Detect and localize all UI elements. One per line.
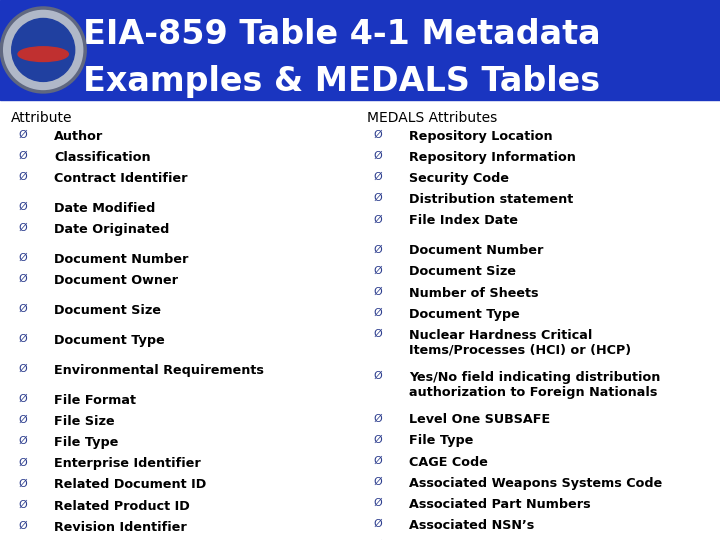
Text: Ø: Ø <box>373 477 382 487</box>
Text: Document Owner: Document Owner <box>54 274 178 287</box>
Text: Related Document ID: Related Document ID <box>54 478 206 491</box>
Text: Ø: Ø <box>18 223 27 233</box>
Text: Ø: Ø <box>373 498 382 508</box>
Text: Ø: Ø <box>18 253 27 263</box>
Text: Document Number: Document Number <box>54 253 189 266</box>
Text: Ø: Ø <box>18 151 27 161</box>
Text: Ø: Ø <box>18 478 27 489</box>
Text: Ø: Ø <box>373 151 382 161</box>
Text: Date Modified: Date Modified <box>54 202 156 215</box>
Text: Attribute: Attribute <box>11 111 72 125</box>
Text: Ø: Ø <box>18 415 27 425</box>
Text: File Type: File Type <box>54 436 118 449</box>
Text: File Size: File Size <box>54 415 114 428</box>
Text: Examples & MEDALS Tables: Examples & MEDALS Tables <box>83 65 600 98</box>
Ellipse shape <box>12 18 75 82</box>
Text: Document Type: Document Type <box>54 334 165 347</box>
Text: Ø: Ø <box>373 172 382 182</box>
Text: Ø: Ø <box>373 456 382 465</box>
Text: Environmental Requirements: Environmental Requirements <box>54 364 264 377</box>
Text: Ø: Ø <box>18 521 27 531</box>
Text: Document Number: Document Number <box>409 244 544 258</box>
Text: Ø: Ø <box>18 364 27 374</box>
Text: Ø: Ø <box>373 308 382 318</box>
Text: Ø: Ø <box>18 130 27 140</box>
Text: Date Originated: Date Originated <box>54 223 169 236</box>
Text: Ø: Ø <box>373 329 382 339</box>
Text: Document Size: Document Size <box>409 266 516 279</box>
Text: Ø: Ø <box>373 413 382 423</box>
Text: File Type: File Type <box>409 435 473 448</box>
Text: Ø: Ø <box>373 287 382 296</box>
Text: Number of Sheets: Number of Sheets <box>409 287 539 300</box>
Text: Enterprise Identifier: Enterprise Identifier <box>54 457 201 470</box>
Text: Ø: Ø <box>373 435 382 444</box>
Text: Classification: Classification <box>54 151 150 164</box>
Text: CAGE Code: CAGE Code <box>409 456 488 469</box>
Text: File Format: File Format <box>54 394 136 407</box>
Text: Ø: Ø <box>18 274 27 284</box>
Text: Associated NSN’s: Associated NSN’s <box>409 519 534 532</box>
Text: Ø: Ø <box>373 519 382 529</box>
Text: Ø: Ø <box>373 193 382 203</box>
Text: Repository Location: Repository Location <box>409 130 552 143</box>
Text: Ø: Ø <box>18 394 27 404</box>
Text: Level One SUBSAFE: Level One SUBSAFE <box>409 413 550 427</box>
Text: Related Product ID: Related Product ID <box>54 500 190 512</box>
Ellipse shape <box>1 8 85 92</box>
Text: Author: Author <box>54 130 103 143</box>
Text: EIA-859 Table 4-1 Metadata: EIA-859 Table 4-1 Metadata <box>83 18 600 51</box>
Text: Ø: Ø <box>18 304 27 314</box>
Text: Associated Weapons Systems Code: Associated Weapons Systems Code <box>409 477 662 490</box>
Text: Repository Information: Repository Information <box>409 151 576 164</box>
Text: Ø: Ø <box>373 266 382 275</box>
Text: Ø: Ø <box>373 371 382 381</box>
Text: Nuclear Hardness Critical
Items/Processes (HCI) or (HCP): Nuclear Hardness Critical Items/Processe… <box>409 329 631 357</box>
Text: Ø: Ø <box>373 214 382 225</box>
Text: Document Size: Document Size <box>54 304 161 317</box>
Text: Revision Identifier: Revision Identifier <box>54 521 186 534</box>
Text: Ø: Ø <box>373 130 382 140</box>
Text: Ø: Ø <box>373 244 382 254</box>
Text: Yes/No field indicating distribution
authorization to Foreign Nationals: Yes/No field indicating distribution aut… <box>409 371 660 399</box>
Text: Document Type: Document Type <box>409 308 520 321</box>
Ellipse shape <box>18 47 68 62</box>
Text: Ø: Ø <box>18 436 27 446</box>
Text: Distribution statement: Distribution statement <box>409 193 573 206</box>
Text: Security Code: Security Code <box>409 172 509 185</box>
Text: Ø: Ø <box>18 457 27 467</box>
Text: MEDALS Attributes: MEDALS Attributes <box>367 111 498 125</box>
Text: Ø: Ø <box>18 202 27 212</box>
Text: File Index Date: File Index Date <box>409 214 518 227</box>
Text: Ø: Ø <box>18 500 27 510</box>
Text: Ø: Ø <box>18 172 27 182</box>
Text: Ø: Ø <box>18 334 27 344</box>
Text: Associated Part Numbers: Associated Part Numbers <box>409 498 590 511</box>
Text: Contract Identifier: Contract Identifier <box>54 172 187 185</box>
